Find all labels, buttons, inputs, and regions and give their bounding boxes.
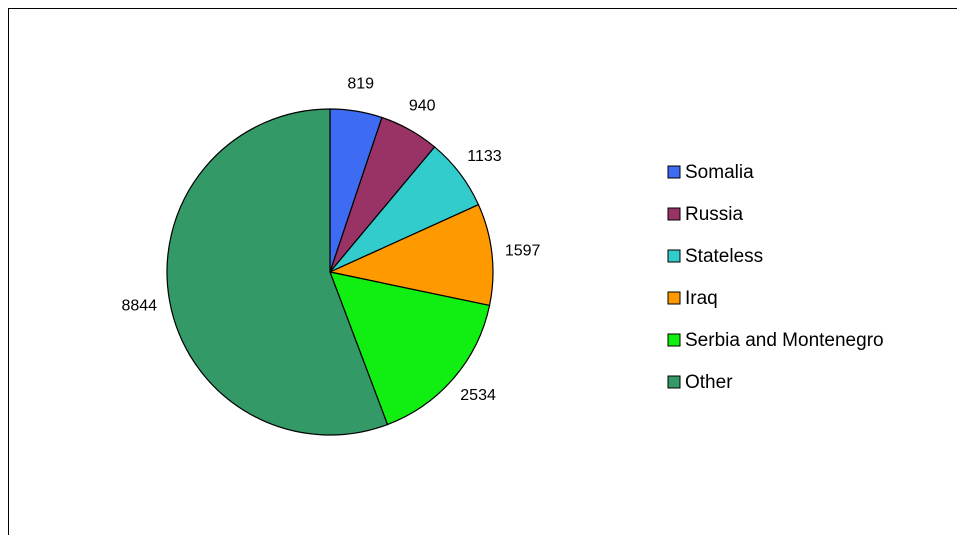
legend-label: Other — [685, 372, 733, 393]
legend-swatch — [667, 375, 681, 389]
value-label: 819 — [347, 76, 374, 93]
value-label: 2534 — [460, 387, 496, 404]
value-label: 940 — [409, 97, 436, 114]
value-label: 1133 — [467, 148, 502, 165]
legend-label: Russia — [685, 204, 744, 225]
pie-slice — [166, 108, 389, 436]
legend-label: Stateless — [685, 246, 763, 267]
legend-swatch — [667, 333, 681, 347]
legend-label: Serbia and Montenegro — [685, 330, 884, 351]
value-label: 1597 — [505, 242, 541, 259]
value-label: 8844 — [121, 297, 157, 314]
legend-label: Iraq — [685, 288, 718, 309]
legend-swatch — [667, 165, 681, 179]
legend-label: Somalia — [685, 162, 754, 183]
pie-slice — [329, 271, 491, 426]
legend-swatch — [667, 291, 681, 305]
legend-swatch — [667, 207, 681, 221]
legend-swatch — [667, 249, 681, 263]
